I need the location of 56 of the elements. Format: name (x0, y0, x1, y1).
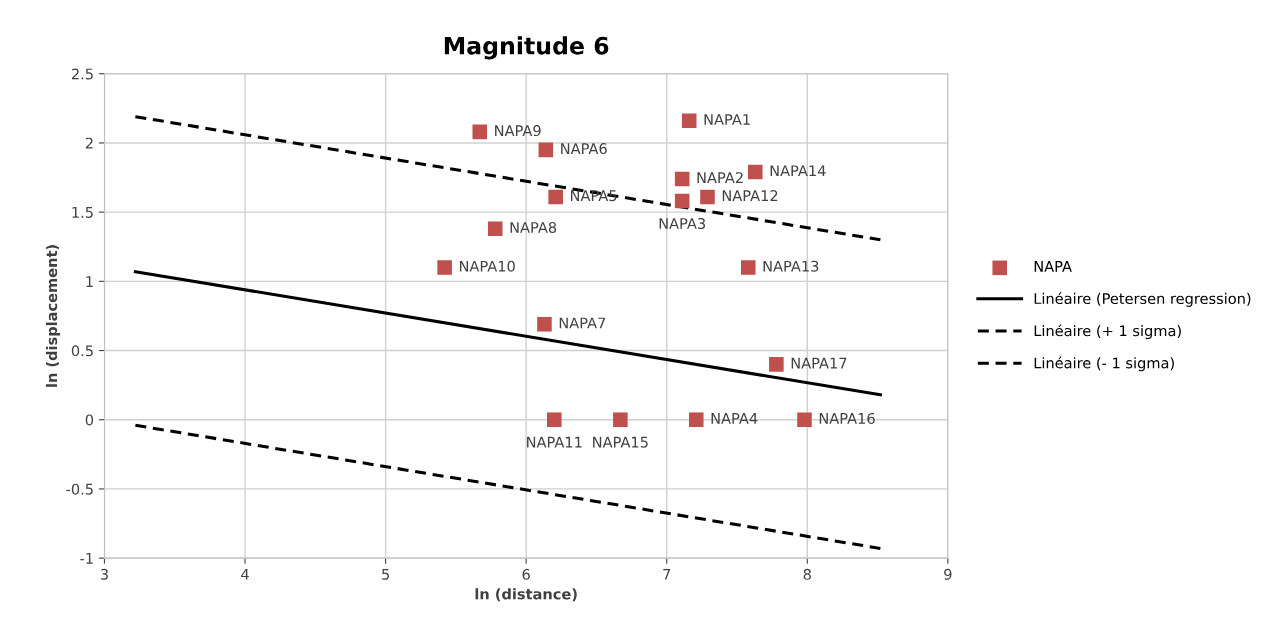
data-label: NAPA14 (770, 165, 826, 177)
point (546, 412, 562, 428)
y-tick-label: 1.5 (72, 207, 93, 218)
legend-label: Linéaire (- 1 sigma) (1034, 356, 1174, 372)
data-label: NAPA5 (571, 190, 617, 202)
point (674, 193, 690, 209)
y-tick-label: -1 (80, 553, 93, 564)
point (748, 164, 763, 180)
x-tick-label: 8 (803, 568, 811, 580)
x-tick-label: 9 (944, 568, 952, 580)
x-tick-label: 3 (100, 568, 108, 580)
point (487, 221, 503, 237)
point (740, 260, 756, 275)
point (797, 412, 812, 428)
chart-title: Magnitude 6 (444, 36, 609, 60)
data-label: NAPA3 (659, 218, 706, 230)
data-label: NAPA8 (510, 221, 557, 233)
legend-label: NAPA (1034, 261, 1072, 272)
point (437, 260, 452, 275)
data-label: NAPA16 (819, 412, 875, 424)
point (688, 412, 704, 428)
x-tick-label: 7 (663, 568, 671, 580)
data-label: NAPA7 (559, 317, 606, 329)
data-label: NAPA17 (791, 357, 847, 369)
point (537, 316, 552, 332)
data-label: NAPA9 (495, 125, 541, 137)
data-label: NAPA15 (593, 436, 648, 448)
point (769, 357, 784, 372)
legend-label: Linéaire (Petersen regression) (1034, 292, 1251, 307)
data-label: NAPA4 (711, 413, 758, 424)
point (700, 189, 715, 205)
data-label: NAPA6 (561, 143, 607, 155)
y-tick-label: 2.5 (71, 68, 93, 80)
point (472, 124, 488, 140)
y-tick-label: 0 (85, 414, 94, 426)
data-label: NAPA10 (459, 260, 515, 272)
data-label: NAPA13 (763, 260, 819, 272)
y-tick-label: 2 (85, 137, 93, 149)
y-tick-label: -0.5 (66, 483, 93, 495)
point (674, 171, 690, 187)
data-label: NAPA2 (697, 172, 743, 183)
legend-label: Linéaire (+ 1 sigma) (1034, 324, 1181, 340)
x-tick-label: 4 (241, 568, 249, 580)
point (613, 412, 628, 428)
y-tick-label: 0.5 (71, 345, 93, 357)
data-label: NAPA12 (722, 190, 778, 201)
point (681, 113, 697, 129)
point (538, 142, 554, 158)
x-tick-label: 6 (522, 568, 530, 580)
data-label: NAPA1 (704, 114, 750, 125)
data-label: NAPA11 (527, 436, 582, 448)
x-axis-title: ln (distance) (475, 588, 577, 602)
y-axis-title: ln (displacement) (45, 245, 61, 387)
point (548, 189, 563, 205)
x-tick-label: 5 (382, 568, 389, 580)
y-tick-label: 1 (86, 276, 93, 287)
